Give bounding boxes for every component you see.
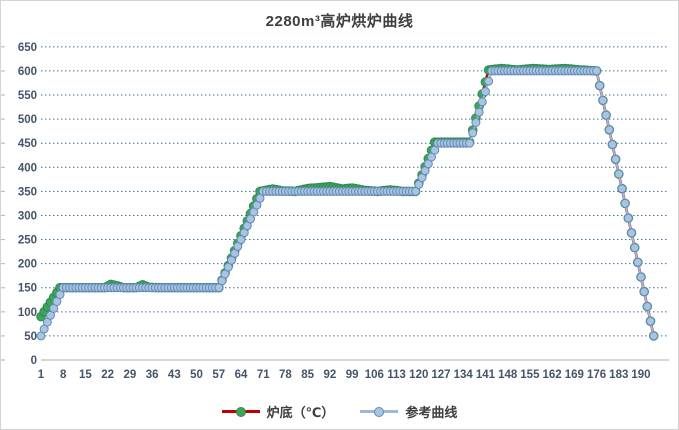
data-point [642, 302, 652, 311]
data-point [465, 138, 475, 148]
series-line [39, 67, 655, 337]
data-point [623, 213, 633, 223]
x-axis-label: 78 [279, 369, 292, 381]
x-axis-label: 85 [301, 369, 314, 381]
x-axis-label: 36 [146, 369, 159, 381]
y-axis-label: 50 [24, 331, 37, 343]
x-axis-label: 162 [543, 369, 562, 381]
y-axis-ticks [1, 46, 5, 361]
x-axis-label: 155 [520, 369, 540, 381]
data-point [468, 128, 478, 138]
x-axis-label: 113 [387, 369, 406, 381]
x-axis-label: 71 [257, 369, 270, 381]
data-point [649, 331, 659, 341]
data-point [595, 81, 605, 91]
legend: 炉底（℃） 参考曲线 [1, 402, 678, 421]
chart-title: 2280m³高炉烘炉曲线 [265, 13, 414, 30]
data-point [592, 66, 602, 76]
x-axis-label: 176 [587, 369, 606, 381]
data-point [474, 107, 484, 117]
data-point [617, 184, 627, 194]
data-point [620, 198, 630, 208]
x-axis-label: 57 [212, 369, 225, 381]
x-axis-label: 141 [476, 369, 496, 381]
y-axis-label: 450 [18, 138, 37, 150]
series-furnace [36, 63, 659, 341]
y-axis-label: 500 [18, 114, 37, 126]
y-axis-label: 650 [18, 42, 37, 54]
series-reference [36, 66, 659, 341]
x-axis-label: 64 [235, 369, 248, 381]
x-axis-label: 15 [79, 369, 92, 381]
x-axis-label: 183 [609, 369, 628, 381]
data-point [630, 243, 640, 253]
series-line [40, 69, 655, 337]
y-axis-labels: 0 50 100 150 200 250 300 350 400 450 500 550 600 650 [18, 42, 37, 367]
y-axis-label: 100 [18, 307, 37, 319]
legend-label-reference: 参考曲线 [405, 405, 458, 420]
data-point [646, 316, 655, 326]
data-point [627, 228, 636, 238]
furnace-marker-icon [235, 406, 246, 417]
x-axis-label: 106 [365, 369, 384, 381]
x-axis-label: 99 [346, 369, 359, 381]
y-axis-label: 400 [18, 162, 37, 174]
data-point [484, 76, 494, 86]
data-point [614, 169, 624, 179]
x-axis-label: 169 [565, 369, 584, 381]
data-point [471, 118, 481, 127]
x-axis-label: 29 [123, 369, 136, 381]
y-axis-label: 350 [18, 186, 37, 198]
x-axis-label: 92 [323, 369, 336, 381]
reference-legend-swatch [360, 406, 399, 417]
data-point [611, 154, 621, 164]
y-axis-label: 300 [18, 210, 37, 222]
x-axis-label: 50 [190, 369, 203, 381]
data-point [607, 140, 617, 149]
x-axis-label: 127 [431, 369, 450, 381]
legend-item-furnace: 炉底（℃） [221, 402, 335, 421]
furnace-legend-swatch [221, 406, 260, 417]
x-axis-label: 43 [168, 369, 181, 381]
legend-label-furnace: 炉底（℃） [266, 405, 335, 420]
data-point [477, 97, 487, 107]
y-axis-label: 0 [31, 355, 37, 367]
data-point [633, 257, 643, 267]
x-axis-label: 8 [60, 369, 67, 381]
y-axis-label: 250 [18, 235, 37, 247]
y-axis-label: 200 [18, 259, 37, 271]
legend-item-reference: 参考曲线 [360, 402, 457, 421]
x-axis-label: 134 [454, 369, 474, 381]
reference-marker-icon [374, 406, 385, 417]
x-axis-labels: 1 8 15 22 29 36 43 50 57 64 71 78 85 92 99 106 113 120 127… [38, 369, 651, 381]
data-point [639, 287, 649, 297]
data-point [480, 87, 490, 97]
x-axis-label: 190 [631, 369, 650, 381]
y-axis-label: 150 [18, 283, 37, 295]
x-axis-label: 148 [498, 369, 518, 381]
data-point [604, 125, 614, 135]
data-point [598, 95, 608, 105]
x-axis-label: 120 [409, 369, 428, 381]
data-point [601, 110, 611, 120]
data-point [636, 272, 646, 282]
y-axis-label: 600 [18, 66, 37, 78]
x-axis-label: 22 [101, 369, 114, 381]
x-axis-label: 1 [38, 369, 45, 381]
y-axis-label: 550 [18, 90, 37, 102]
